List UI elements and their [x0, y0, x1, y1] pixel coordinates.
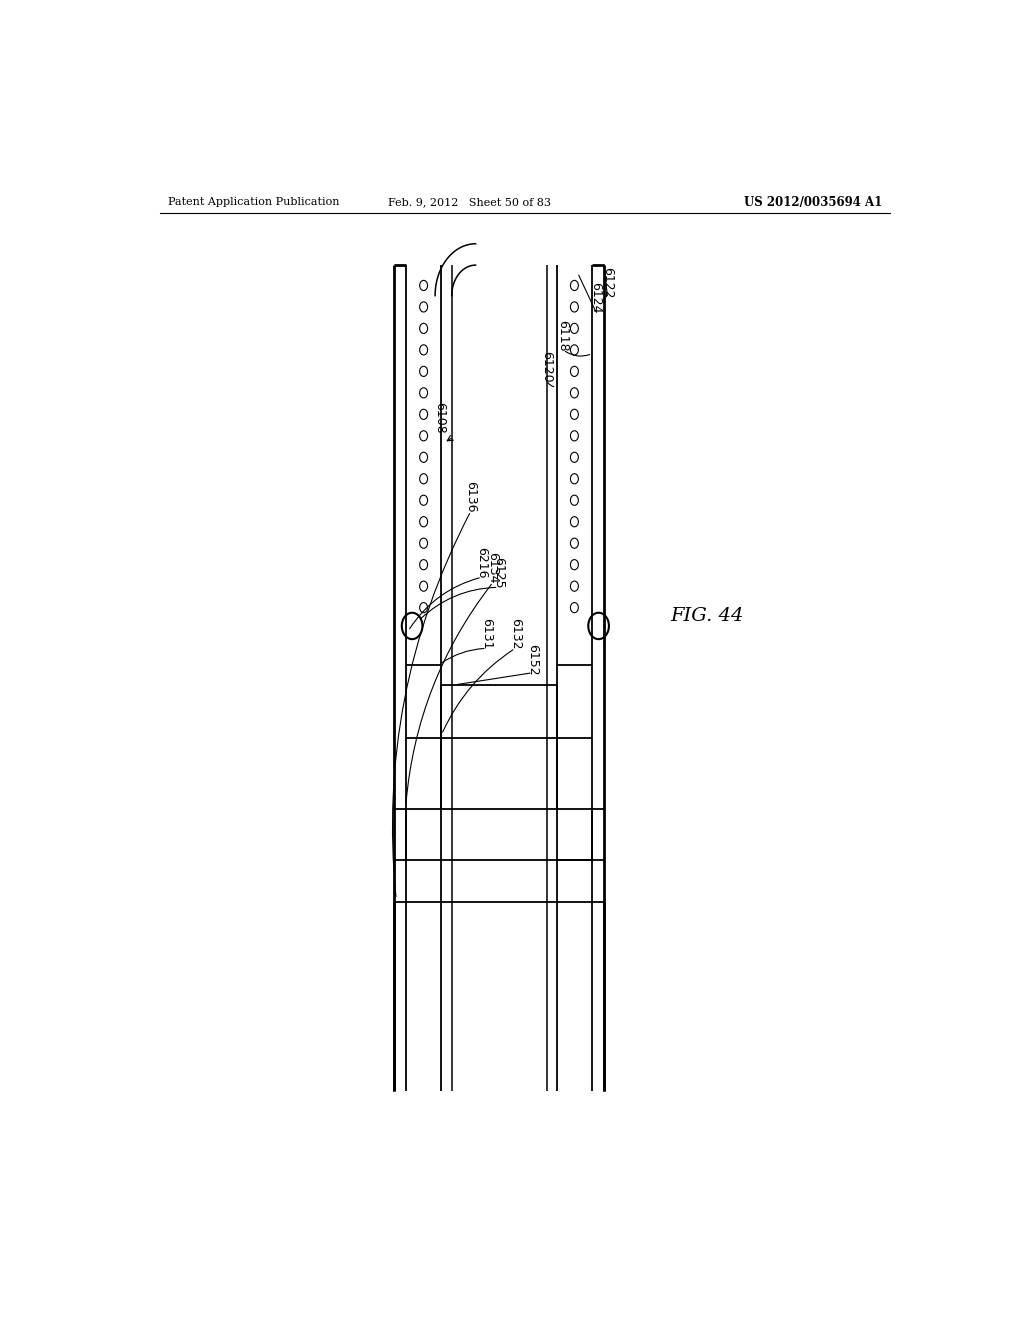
Text: 6131: 6131: [480, 618, 494, 649]
Text: 6118: 6118: [556, 321, 569, 352]
Text: 6134: 6134: [486, 552, 500, 583]
Text: Feb. 9, 2012   Sheet 50 of 83: Feb. 9, 2012 Sheet 50 of 83: [388, 197, 551, 207]
Text: 6120: 6120: [540, 351, 553, 383]
Text: 6216: 6216: [475, 548, 488, 578]
Text: 6108: 6108: [433, 401, 446, 433]
Text: 6122: 6122: [601, 267, 613, 298]
Text: 6136: 6136: [464, 480, 477, 512]
Text: Patent Application Publication: Patent Application Publication: [168, 197, 339, 207]
Text: 6125: 6125: [493, 557, 505, 589]
Text: 6124: 6124: [589, 282, 602, 313]
Text: 6132: 6132: [509, 618, 522, 649]
Text: 6152: 6152: [526, 644, 540, 676]
Text: US 2012/0035694 A1: US 2012/0035694 A1: [743, 195, 882, 209]
Text: FIG. 44: FIG. 44: [671, 607, 744, 624]
